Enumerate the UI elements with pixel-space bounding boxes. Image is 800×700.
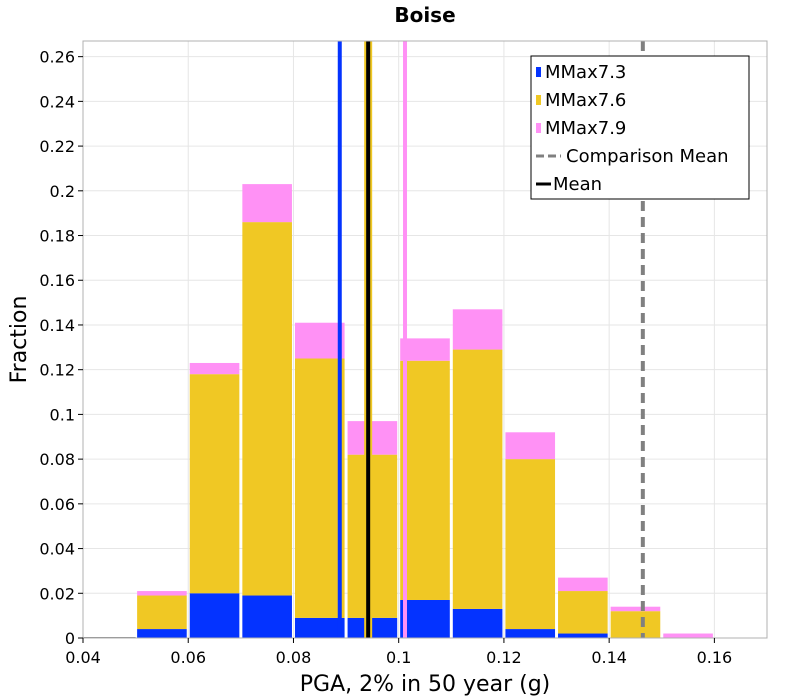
bar-mmax7-3 (294, 617, 345, 638)
bar-mmax7-9 (347, 421, 398, 455)
legend-label: Comparison Mean (566, 146, 729, 167)
bar-mmax7-9 (137, 591, 187, 596)
y-tick-label: 0.04 (39, 540, 75, 559)
x-tick-label: 0.1 (386, 648, 411, 667)
x-tick-label: 0.16 (697, 648, 733, 667)
x-tick-label: 0.06 (170, 648, 206, 667)
bar-mmax7-6 (347, 454, 398, 618)
y-tick-label: 0.22 (39, 137, 75, 156)
bar-mmax7-6 (610, 611, 661, 638)
y-tick-label: 0.06 (39, 495, 75, 514)
legend-swatch (536, 95, 541, 105)
bar-mmax7-6 (294, 358, 345, 618)
y-tick-label: 0.08 (39, 450, 75, 469)
chart-title: Boise (394, 3, 455, 27)
y-tick-label: 0.1 (50, 405, 75, 424)
x-tick-label: 0.12 (486, 648, 522, 667)
legend: MMax7.3 MMax7.6 MMax7.9 Comparison Mean Mean (530, 55, 750, 200)
bar-mmax7-6 (505, 459, 556, 630)
bar-mmax7-6 (242, 222, 292, 596)
x-axis-label: PGA, 2% in 50 year (g) (300, 672, 551, 697)
bar-mmax7-9 (663, 633, 713, 638)
y-tick-label: 0.14 (39, 316, 75, 335)
bar-mmax7-9 (294, 322, 345, 359)
bar-mmax7-3 (189, 593, 240, 638)
legend-label: Mean (553, 174, 602, 195)
y-tick-label: 0.02 (39, 584, 75, 603)
y-axis-ticks: 0 0.02 0.04 0.06 0.08 0.1 0.12 0.14 0.16 0.18 0.2 0… (39, 48, 83, 648)
legend-swatch (536, 67, 541, 77)
bar-mmax7-3 (242, 595, 292, 638)
y-tick-label: 0.16 (39, 271, 75, 290)
bar-mmax7-6 (189, 374, 240, 594)
x-axis-ticks: 0.04 0.06 0.08 0.1 0.12 0.14 0.16 (65, 638, 732, 667)
y-tick-label: 0.18 (39, 227, 75, 246)
plot-frame (82, 40, 768, 639)
legend-label: MMax7.3 (545, 62, 626, 83)
bar-mmax7-3 (137, 629, 187, 638)
y-tick-label: 0.2 (50, 182, 75, 201)
bar-mmax7-3 (505, 629, 556, 638)
bars (83, 184, 713, 638)
bar-mmax7-9 (452, 309, 503, 350)
bar-mmax7-9 (400, 338, 450, 361)
bar-mmax7-3 (452, 608, 503, 638)
y-tick-label: 0 (65, 629, 75, 648)
legend-swatch (536, 123, 541, 133)
x-tick-label: 0.14 (591, 648, 627, 667)
y-axis-label: Fraction (7, 296, 32, 384)
legend-label: MMax7.9 (545, 118, 626, 139)
bar-mmax7-6 (558, 591, 608, 634)
bar-mmax7-9 (558, 577, 608, 592)
bar-mmax7-6 (400, 360, 450, 600)
bar-mmax7-3 (558, 633, 608, 638)
legend-label: MMax7.6 (545, 90, 626, 111)
bar-mmax7-9 (242, 184, 292, 223)
x-tick-label: 0.08 (276, 648, 312, 667)
bar-mmax7-9 (610, 606, 661, 612)
bar-mmax7-6 (137, 595, 187, 630)
y-tick-label: 0.12 (39, 361, 75, 380)
x-tick-label: 0.04 (65, 648, 101, 667)
bar-mmax7-3 (347, 617, 398, 638)
y-tick-label: 0.24 (39, 92, 75, 111)
bar-mmax7-3 (400, 599, 450, 638)
legend-box (530, 55, 750, 200)
y-tick-label: 0.26 (39, 48, 75, 67)
bar-mmax7-9 (189, 362, 240, 375)
bar-mmax7-9 (505, 432, 556, 460)
bar-mmax7-6 (452, 349, 503, 609)
